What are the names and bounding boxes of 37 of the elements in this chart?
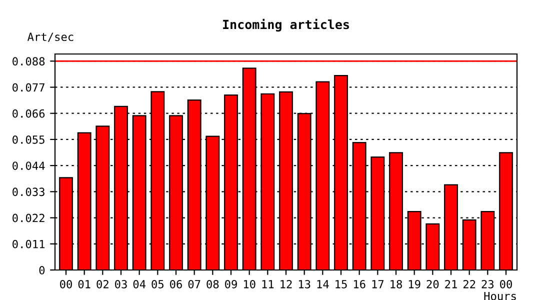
x-tick-label: 05 [152,280,164,288]
y-tick-label: 0.044 [12,162,45,170]
x-tick-label: 04 [133,280,146,288]
x-tick-label: 12 [280,280,292,288]
x-tick-label: 16 [354,280,366,288]
x-tick-label: 18 [390,280,402,288]
x-tick-label: 02 [96,280,108,288]
y-tick-label: 0.077 [12,83,44,92]
x-tick-label: 13 [298,280,310,288]
x-tick-label: 10 [244,280,256,288]
x-tick-label: 17 [372,280,384,288]
y-tick-label: 0.066 [12,109,45,118]
x-tick-label: 00 [60,280,72,288]
x-tick-label: 03 [115,280,127,288]
x-tick-label: 06 [170,280,182,288]
x-tick-label: 20 [426,280,439,288]
x-tick-label: 11 [262,280,274,288]
y-tick-label: 0.055 [12,135,44,144]
y-axis-title: Art/sec [27,32,74,42]
x-tick-label: 22 [463,280,476,288]
x-tick-label: 21 [445,280,457,288]
x-tick-label: 15 [336,280,347,288]
x-tick-label: 01 [78,280,90,288]
y-tick-label: 0.033 [12,188,44,196]
x-tick-label: 07 [188,280,200,288]
chart-title: Incoming articles [223,18,349,32]
x-tick-label: 09 [225,280,237,288]
y-tick-label: 0.022 [12,214,44,222]
x-tick-label: 19 [408,280,420,288]
x-tick-label: 08 [206,280,219,288]
y-tick-label: 0.088 [12,57,45,66]
y-tick-label: 0 [39,266,45,274]
x-tick-label: 14 [317,280,329,288]
x-tick-label: 00 [500,280,512,288]
y-tick-label: 0.011 [12,240,45,248]
x-tick-label: 23 [482,280,494,288]
x-axis-title: Hours [484,292,516,300]
